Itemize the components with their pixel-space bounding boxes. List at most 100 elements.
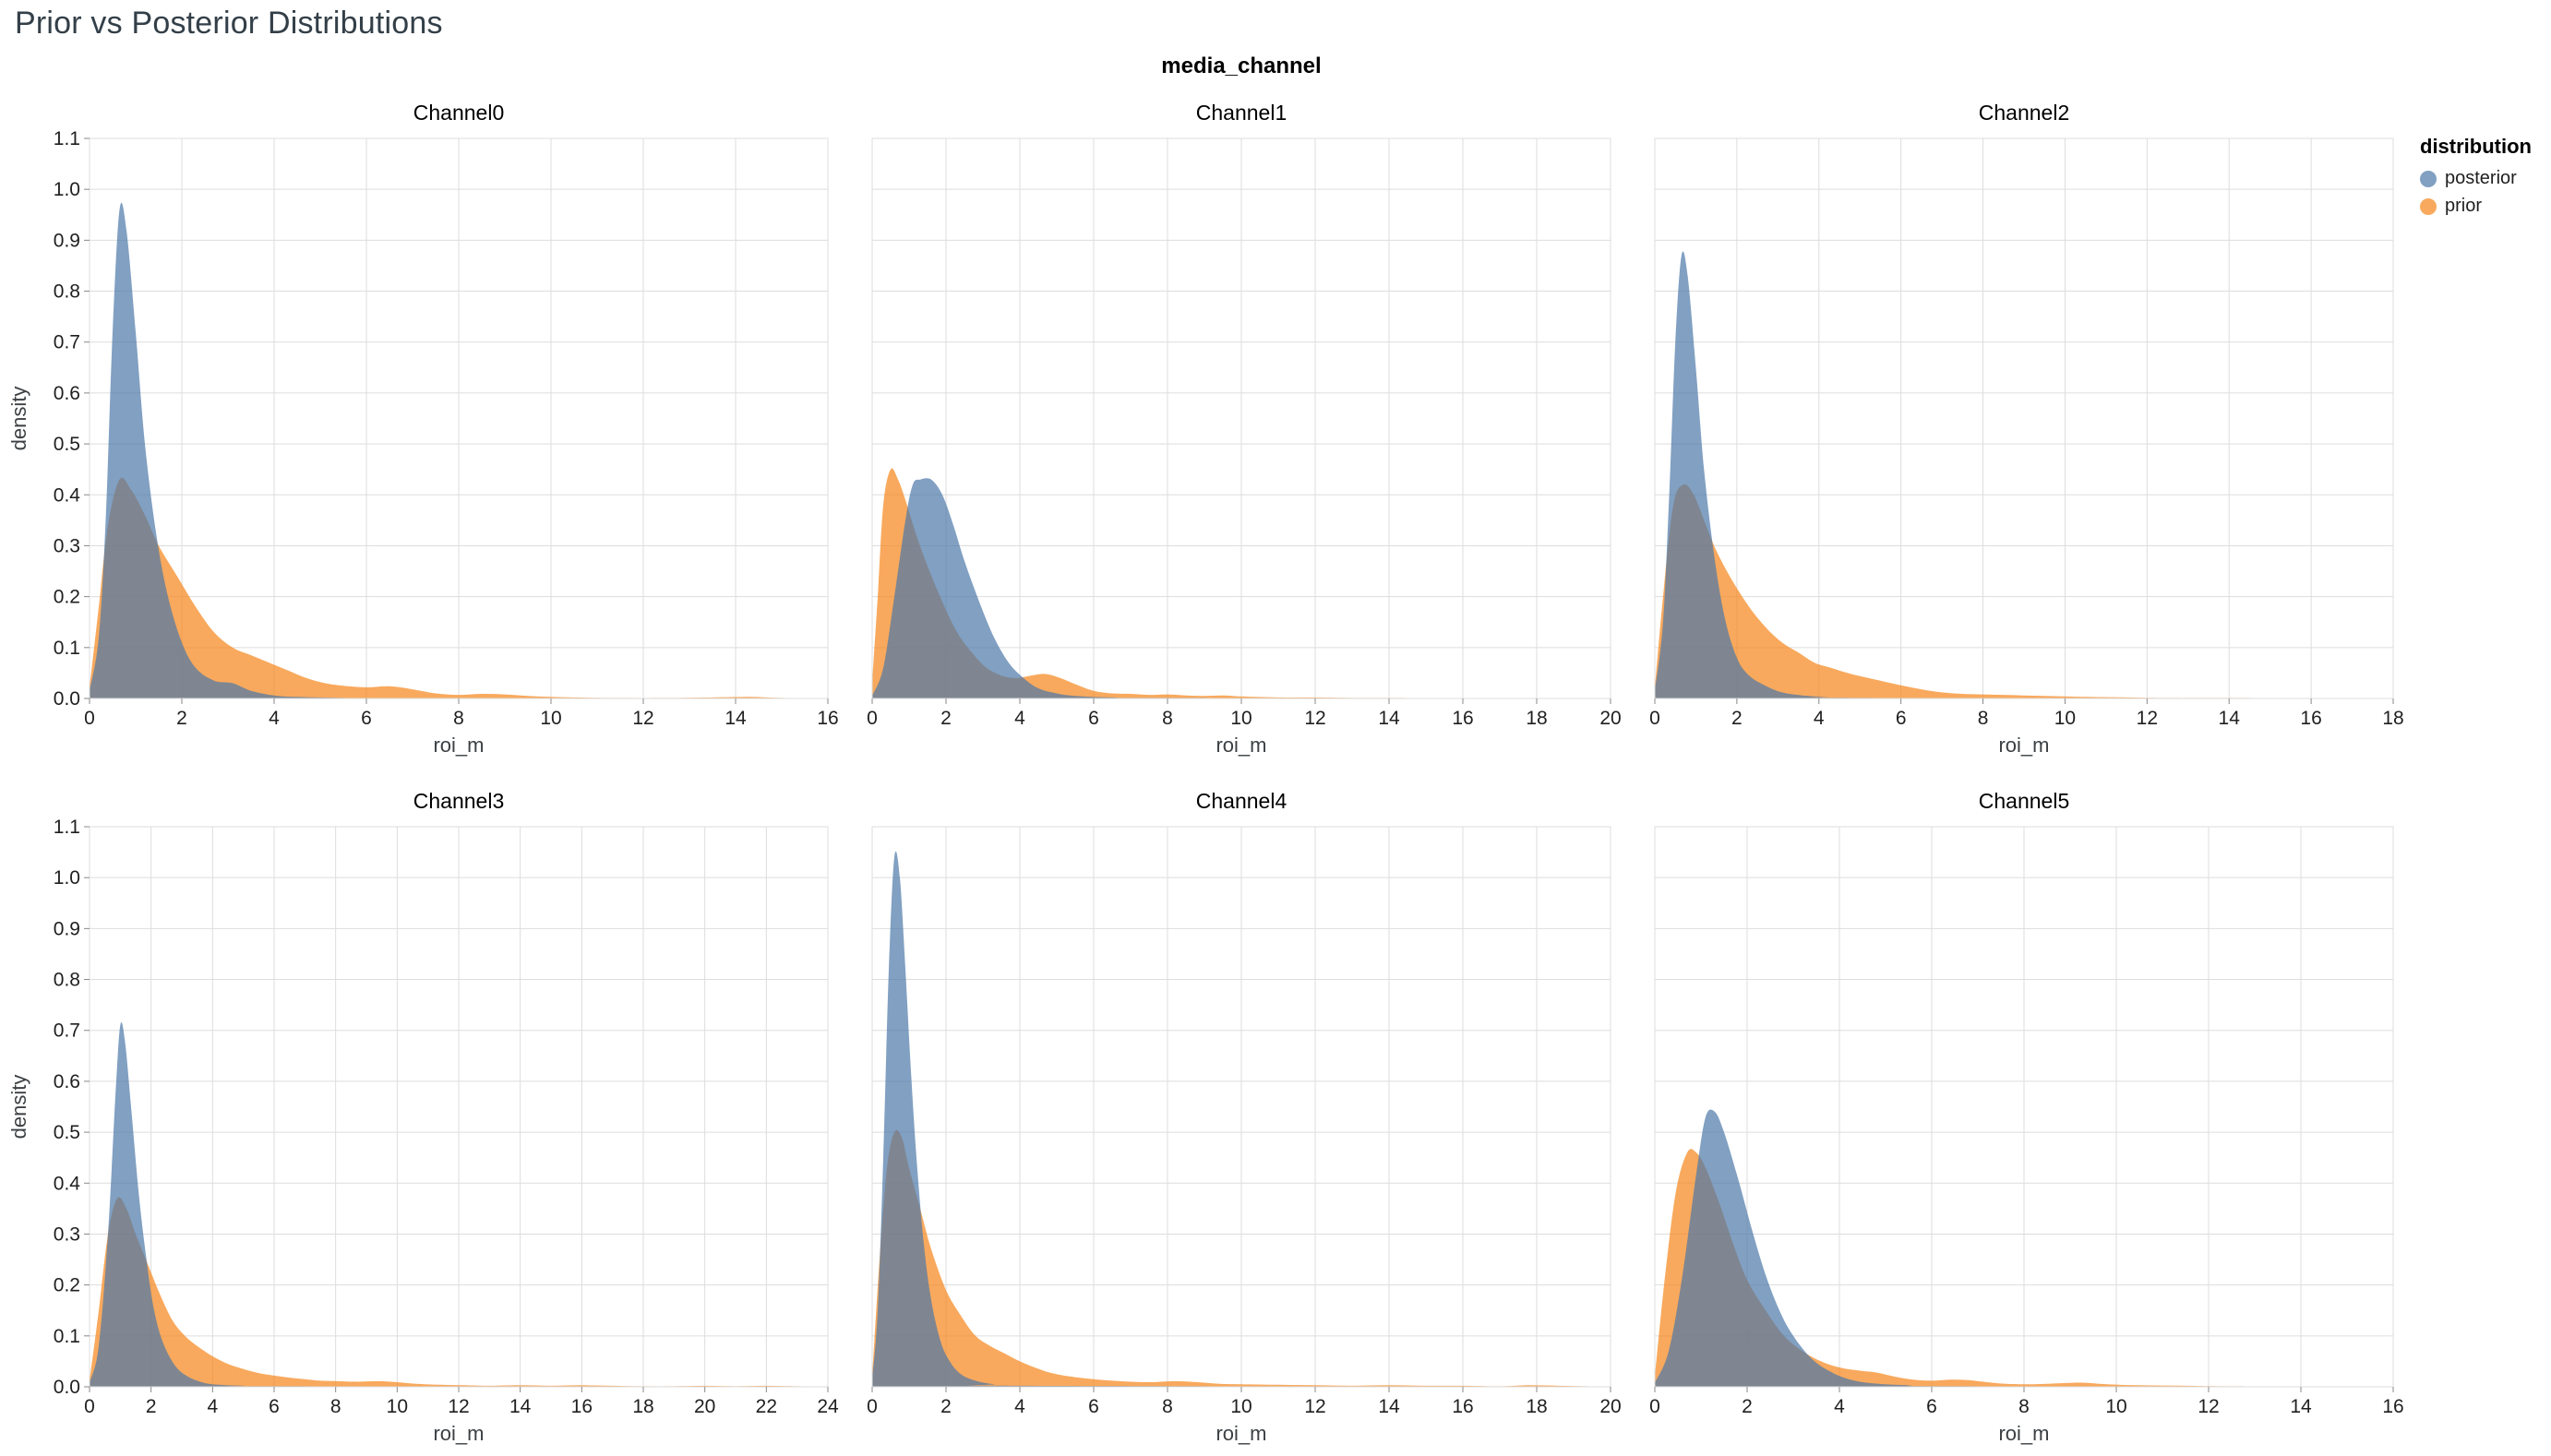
x-tick-label: 0 — [84, 708, 95, 729]
y-tick-label: 0.9 — [54, 230, 80, 251]
x-tick-label: 14 — [509, 1396, 532, 1417]
x-tick-label: 18 — [2382, 708, 2403, 729]
facet-title: Channel5 — [1979, 789, 2069, 813]
legend-item-posterior[interactable]: posterior — [2420, 168, 2551, 189]
facet-channel3: 0 2 4 6 8 10 12 14 16 18 20 22 24roi_mChannel30.00.1… — [7, 789, 839, 1445]
y-tick-label: 0.4 — [54, 1173, 81, 1194]
y-tick-label: 0.1 — [54, 1326, 80, 1347]
x-tick-label: 16 — [2382, 1396, 2403, 1417]
x-tick-label: 6 — [1088, 708, 1099, 729]
y-tick-label: 0.0 — [54, 688, 80, 710]
facet-title: Channel4 — [1196, 789, 1287, 813]
x-tick-label: 8 — [453, 708, 464, 729]
posterior-density-area — [1655, 1109, 2393, 1387]
posterior-density-area — [1655, 251, 2393, 698]
y-tick-label: 1.0 — [54, 179, 80, 200]
x-tick-label: 14 — [725, 708, 747, 729]
x-tick-label: 6 — [1926, 1396, 1937, 1417]
x-tick-label: 4 — [1014, 708, 1025, 729]
y-tick-label: 0.3 — [54, 535, 80, 556]
x-axis-title: roi_m — [1998, 1422, 2049, 1445]
x-tick-label: 4 — [1814, 708, 1825, 729]
x-axis-title: roi_m — [433, 734, 484, 757]
y-tick-label: 0.8 — [54, 970, 80, 991]
facet-channel4: 0 2 4 6 8 10 12 14 16 18 20 roi_m Channel4 — [867, 789, 1622, 1445]
x-tick-label: 20 — [694, 1396, 715, 1417]
x-tick-label: 4 — [1834, 1396, 1845, 1417]
x-tick-label: 0 — [867, 1396, 878, 1417]
x-tick-label: 6 — [1896, 708, 1907, 729]
y-tick-label: 0.5 — [54, 434, 80, 455]
x-axis-title: roi_m — [1216, 1422, 1266, 1445]
x-tick-label: 16 — [1452, 708, 1473, 729]
y-tick-label: 0.7 — [54, 332, 80, 353]
x-tick-label: 12 — [2198, 1396, 2219, 1417]
x-tick-label: 24 — [817, 1396, 839, 1417]
legend-label-prior: prior — [2445, 196, 2483, 216]
x-tick-label: 0 — [1649, 708, 1660, 729]
legend-item-prior[interactable]: prior — [2420, 196, 2551, 217]
posterior-swatch-icon — [2420, 170, 2437, 187]
x-tick-label: 18 — [1526, 708, 1547, 729]
posterior-density-area — [872, 478, 1611, 698]
y-tick-label: 0.1 — [54, 638, 80, 659]
facet-channel0: 0 2 4 6 8 10 12 14 16 roi_m Channel0 0.0 0.1 0.2 0.3 0.… — [7, 101, 839, 757]
x-tick-label: 12 — [2137, 708, 2158, 729]
x-tick-label: 16 — [2300, 708, 2321, 729]
x-tick-label: 16 — [817, 708, 838, 729]
y-tick-label: 0.0 — [54, 1377, 80, 1398]
legend-title: distribution — [2420, 135, 2532, 158]
x-tick-label: 2 — [146, 1396, 157, 1417]
x-tick-label: 10 — [2054, 708, 2076, 729]
facet-title: Channel1 — [1196, 101, 1287, 125]
x-tick-label: 4 — [207, 1396, 218, 1417]
legend-label-posterior: posterior — [2445, 168, 2517, 188]
x-tick-label: 14 — [2290, 1396, 2312, 1417]
x-axis-title: roi_m — [1216, 734, 1266, 757]
x-tick-label: 10 — [540, 708, 561, 729]
y-tick-label: 0.6 — [54, 383, 80, 404]
x-tick-label: 14 — [1378, 1396, 1400, 1417]
x-tick-label: 0 — [867, 708, 878, 729]
y-tick-label: 0.9 — [54, 918, 80, 939]
x-tick-label: 8 — [1162, 708, 1173, 729]
x-tick-label: 20 — [1599, 1396, 1621, 1417]
facet-title: Channel0 — [413, 101, 504, 125]
posterior-density-area — [90, 1021, 828, 1387]
y-tick-label: 1.0 — [54, 867, 80, 889]
x-tick-label: 4 — [1014, 1396, 1025, 1417]
x-tick-label: 22 — [756, 1396, 777, 1417]
x-tick-label: 18 — [1526, 1396, 1547, 1417]
x-tick-label: 18 — [632, 1396, 653, 1417]
x-tick-label: 8 — [1978, 708, 1989, 729]
posterior-density-area — [90, 202, 828, 698]
x-tick-label: 2 — [1731, 708, 1743, 729]
facet-channel1: 0 2 4 6 8 10 12 14 16 18 20 roi_m Channel1 — [867, 101, 1622, 757]
x-tick-label: 16 — [1452, 1396, 1473, 1417]
legend: distribution posterior prior — [2420, 135, 2551, 223]
x-tick-label: 10 — [1230, 1396, 1252, 1417]
x-tick-label: 2 — [176, 708, 187, 729]
x-tick-label: 2 — [940, 1396, 952, 1417]
x-tick-label: 8 — [2018, 1396, 2030, 1417]
x-tick-label: 12 — [1304, 708, 1325, 729]
y-tick-label: 1.1 — [54, 817, 80, 838]
y-tick-label: 0.4 — [54, 484, 81, 506]
y-tick-label: 0.6 — [54, 1071, 80, 1092]
y-axis-title: density — [7, 1075, 30, 1140]
prior-density-area — [1655, 483, 2393, 698]
facet-channel2: 0 2 4 6 8 10 12 14 16 18 roi_m Channel2 — [1649, 101, 2404, 757]
x-tick-label: 2 — [940, 708, 952, 729]
x-tick-label: 12 — [1304, 1396, 1325, 1417]
x-tick-label: 12 — [632, 708, 653, 729]
x-tick-label: 8 — [1162, 1396, 1173, 1417]
x-tick-label: 0 — [1649, 1396, 1660, 1417]
x-tick-label: 10 — [2105, 1396, 2126, 1417]
x-tick-label: 4 — [269, 708, 280, 729]
y-tick-label: 0.3 — [54, 1223, 80, 1245]
y-tick-label: 0.8 — [54, 281, 80, 303]
prior-swatch-icon — [2420, 197, 2437, 215]
x-tick-label: 6 — [269, 1396, 280, 1417]
y-tick-label: 0.2 — [54, 587, 80, 608]
